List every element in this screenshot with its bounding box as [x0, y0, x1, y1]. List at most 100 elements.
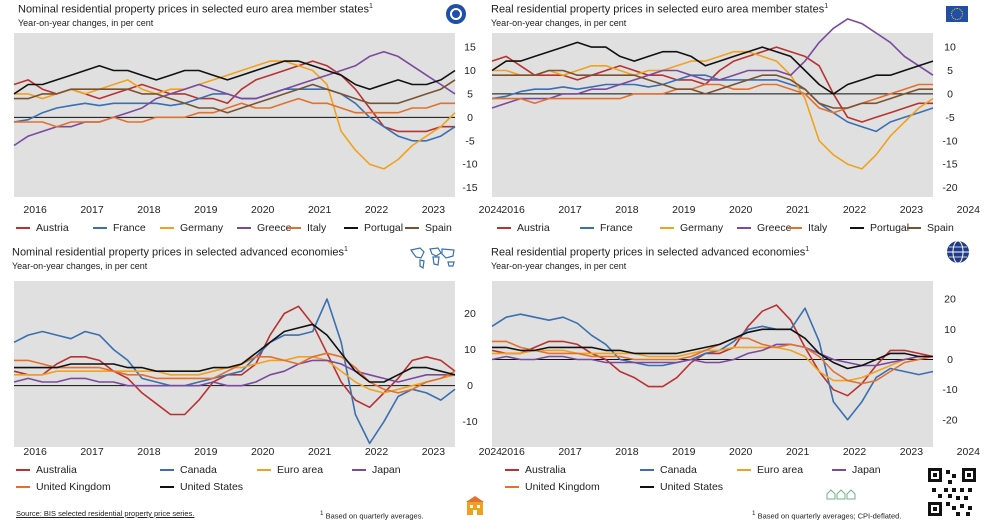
legend-swatch: [737, 226, 751, 230]
x-tick-label: 2024: [479, 204, 503, 216]
y-tick-label: -20: [942, 182, 957, 194]
x-tick-label: 2022: [365, 204, 389, 216]
legend-swatch: [907, 226, 921, 230]
legend-swatch: [160, 226, 174, 230]
y-tick-label: 5: [947, 65, 953, 77]
qr-code-icon[interactable]: [928, 468, 976, 516]
x-tick-label: 2021: [308, 446, 332, 458]
legend-label: United Kingdom: [36, 481, 111, 493]
legend-swatch: [405, 226, 419, 230]
series-line-united-states: [14, 323, 456, 383]
x-tick-label: 2022: [843, 446, 867, 458]
x-tick-label: 2024: [957, 446, 981, 458]
world-map-icon: [410, 247, 455, 270]
x-tick-label: 2021: [308, 204, 332, 216]
legend-swatch: [352, 468, 366, 472]
ecb-logo-icon: [446, 4, 466, 24]
x-tick-label: 2020: [729, 446, 753, 458]
x-tick-label: 2018: [615, 204, 639, 216]
legend-swatch: [505, 485, 519, 489]
legend-swatch: [287, 226, 301, 230]
source-note[interactable]: Source: BIS selected residential propert…: [16, 509, 195, 518]
legend-label: Germany: [180, 222, 224, 234]
x-tick-label: 2021: [786, 204, 810, 216]
x-tick-label: 2020: [251, 204, 275, 216]
series-line-spain: [14, 79, 456, 114]
x-tick-label: 2022: [843, 204, 867, 216]
legend-item: United States: [160, 481, 243, 493]
legend-item: United Kingdom: [16, 481, 111, 493]
series-line-euro-area: [492, 346, 933, 382]
legend-swatch: [850, 226, 864, 230]
plot-area: [14, 33, 455, 197]
chart-0: 15 10 5 0 -5 -10 -15 2016 2017 2018 2019 2020 2021 20…: [13, 33, 503, 216]
chart-2: 20 10 0 -10 2016 2017 2018 2019 2020 2021 2022 2023…: [13, 281, 503, 458]
legend-item: Italy: [788, 222, 827, 234]
series-line-greece: [491, 18, 934, 109]
y-tick-label: 10: [944, 42, 956, 54]
legend-item: Austria: [16, 222, 69, 234]
y-tick-label: 0: [467, 112, 473, 124]
legend-swatch: [16, 485, 30, 489]
legend-label: Portugal: [870, 222, 910, 234]
panel-subtitle: Year-on-year changes, in per cent: [491, 261, 627, 271]
x-tick-label: 2017: [558, 204, 582, 216]
panel-title: Nominal residential property prices in s…: [18, 3, 373, 16]
x-tick-label: 2023: [900, 204, 924, 216]
legend-label: Germany: [680, 222, 724, 234]
legend-label: Portugal: [364, 222, 404, 234]
y-tick-label: -15: [462, 182, 477, 194]
legend-label: Australia: [525, 464, 566, 476]
legend-item: Australia: [505, 464, 566, 476]
series-line-japan: [491, 343, 933, 367]
legend-label: Japan: [372, 464, 401, 476]
legend-swatch: [580, 226, 594, 230]
x-tick-label: 2016: [23, 204, 47, 216]
legend-swatch: [237, 226, 251, 230]
legend-label: Australia: [36, 464, 77, 476]
legend-label: United States: [180, 481, 244, 493]
series-line-portugal: [491, 41, 934, 95]
legend-label: United States: [660, 481, 724, 493]
x-tick-label: 2020: [251, 446, 275, 458]
legend-item: Spain: [907, 222, 954, 234]
legend-swatch: [160, 468, 174, 472]
panel-title: Real residential property prices in sele…: [491, 246, 810, 259]
legend-label: Austria: [517, 222, 550, 234]
legend-label: Italy: [808, 222, 828, 234]
x-tick-label: 2024: [479, 446, 503, 458]
footnote-left: 1 Based on quarterly averages.: [320, 510, 424, 521]
legend-swatch: [160, 485, 174, 489]
series-line-united-kingdom: [492, 337, 934, 385]
chart-1: 10 5 0 -5 -10 -15 -20 2016 2017 2018 2019 2020 2021 2…: [491, 18, 980, 216]
panel-title: Real residential property prices in sele…: [491, 3, 829, 16]
legend-label: United Kingdom: [525, 481, 600, 493]
legend-item: Euro area: [737, 464, 803, 476]
y-tick-label: 5: [467, 88, 473, 100]
panel-title: Nominal residential property prices in s…: [12, 246, 348, 259]
legend-swatch: [16, 468, 30, 472]
y-tick-label: 0: [947, 88, 953, 100]
panel-subtitle: Year-on-year changes, in per cent: [491, 18, 627, 28]
x-tick-label: 2019: [194, 446, 218, 458]
legend-item: Canada: [640, 464, 697, 476]
legend-swatch: [505, 468, 519, 472]
legend-swatch: [660, 226, 674, 230]
y-tick-label: 10: [464, 344, 476, 356]
legend-swatch: [257, 468, 271, 472]
series-line-germany: [14, 60, 456, 170]
globe-icon: [947, 240, 969, 264]
x-tick-label: 2017: [80, 446, 104, 458]
legend-swatch: [344, 226, 358, 230]
legend-item: Portugal: [850, 222, 909, 234]
legend-swatch: [737, 468, 751, 472]
legend-item: France: [580, 222, 633, 234]
legend-item: Canada: [160, 464, 217, 476]
legend-item: Germany: [660, 222, 723, 234]
legend-label: Canada: [660, 464, 697, 476]
x-tick-label: 2018: [137, 204, 161, 216]
legend-swatch: [640, 485, 654, 489]
legend-item: Australia: [16, 464, 77, 476]
legend-swatch: [832, 468, 846, 472]
x-tick-label: 2019: [672, 204, 696, 216]
